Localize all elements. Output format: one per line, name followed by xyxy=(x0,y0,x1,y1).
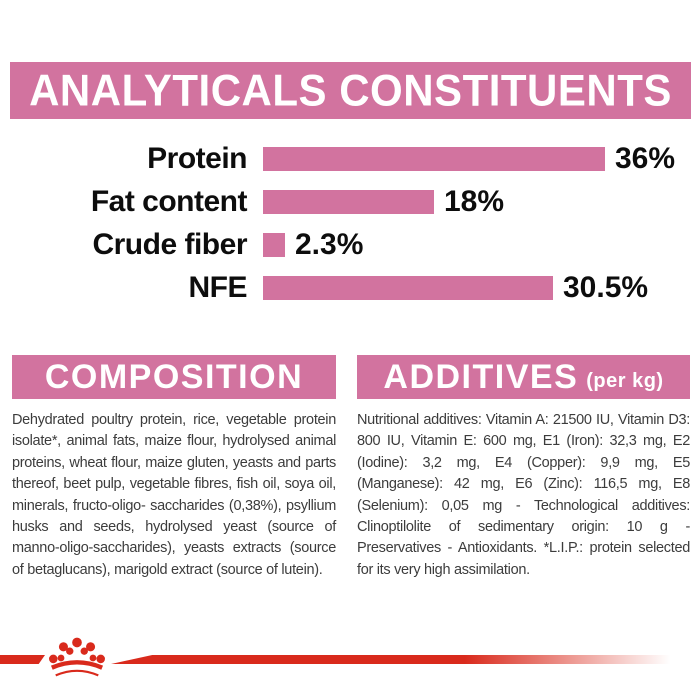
composition-text: Dehydrated poultry protein, rice, vegeta… xyxy=(12,412,336,578)
additives-text: Nutritional additives: Vitamin A: 21500 … xyxy=(357,412,690,578)
bar-value-label: 30.5% xyxy=(563,271,649,304)
bar-row: Crude fiber 2.3% xyxy=(0,228,700,261)
bar-row: Fat content 18% xyxy=(0,185,700,218)
bar-value-label: 36% xyxy=(615,142,676,175)
red-line-left xyxy=(0,655,45,664)
composition-section: COMPOSITION Dehydrated poultry protein, … xyxy=(12,355,336,581)
bar xyxy=(263,189,434,214)
bar xyxy=(263,146,605,171)
analyticals-title: ANALYTICALS CONSTITUENTS xyxy=(29,65,672,115)
bar-category-label: NFE xyxy=(188,271,248,304)
analyticals-header-banner: ANALYTICALS CONSTITUENTS xyxy=(10,62,691,119)
bar xyxy=(263,275,553,300)
bar-category-label: Crude fiber xyxy=(92,228,247,261)
bar-chart: Protein 36% Fat content 18% Crude fiber 2.3% N… xyxy=(0,142,700,318)
bar-row: Protein 36% xyxy=(0,142,700,175)
bar xyxy=(263,232,285,257)
bar-category-label: Protein xyxy=(147,142,247,175)
bar-value-label: 2.3% xyxy=(295,228,364,261)
bar-category-label: Fat content xyxy=(90,185,248,218)
additives-title: ADDITIVES xyxy=(383,357,579,396)
red-line-right xyxy=(111,655,700,664)
additives-header-banner: ADDITIVES (per kg) xyxy=(357,355,690,399)
additives-unit-label: (per kg) xyxy=(586,369,664,392)
composition-header-banner: COMPOSITION xyxy=(12,355,336,399)
bar-value-label: 18% xyxy=(444,185,505,218)
bar-row: NFE 30.5% xyxy=(0,271,700,304)
composition-title: COMPOSITION xyxy=(44,357,304,396)
additives-section: ADDITIVES (per kg) Nutritional additives… xyxy=(357,355,690,581)
royal-canin-crown-icon xyxy=(49,637,105,677)
